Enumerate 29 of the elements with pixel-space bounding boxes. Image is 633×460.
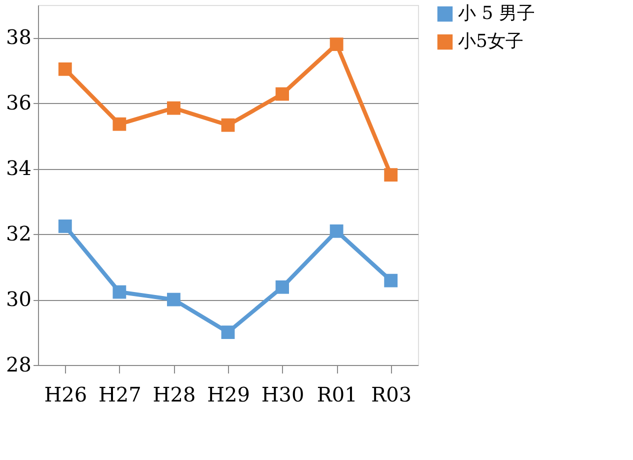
point: [221, 118, 235, 132]
y-tick-label: 34: [6, 156, 32, 180]
point: [330, 224, 344, 238]
x-tick-label: H28: [152, 382, 196, 406]
y-tick-label: 38: [6, 25, 32, 50]
point: [384, 274, 398, 288]
x-tick-label: R01: [316, 382, 358, 406]
point: [276, 280, 289, 294]
y-tick-label: 32: [6, 222, 32, 246]
point: [167, 292, 180, 306]
y-tick-label: 30: [6, 287, 32, 312]
legend-label: 小 5 男子: [458, 3, 535, 24]
point: [58, 62, 72, 76]
point: [384, 168, 398, 182]
x-tick-label: R03: [371, 382, 412, 406]
y-tick-label: 28: [6, 352, 32, 376]
point: [276, 87, 289, 101]
x-tick-label: H29: [207, 382, 250, 406]
point: [58, 220, 72, 233]
y-tick-label: 36: [6, 90, 32, 115]
point: [167, 101, 180, 115]
x-tick-label: H30: [261, 382, 304, 406]
point: [221, 326, 235, 339]
point: [112, 285, 126, 299]
point: [330, 38, 344, 51]
x-tick-label: H27: [98, 382, 142, 406]
point: [112, 117, 126, 131]
x-tick-label: H26: [44, 382, 88, 406]
legend-label: 小5女子: [458, 31, 524, 52]
